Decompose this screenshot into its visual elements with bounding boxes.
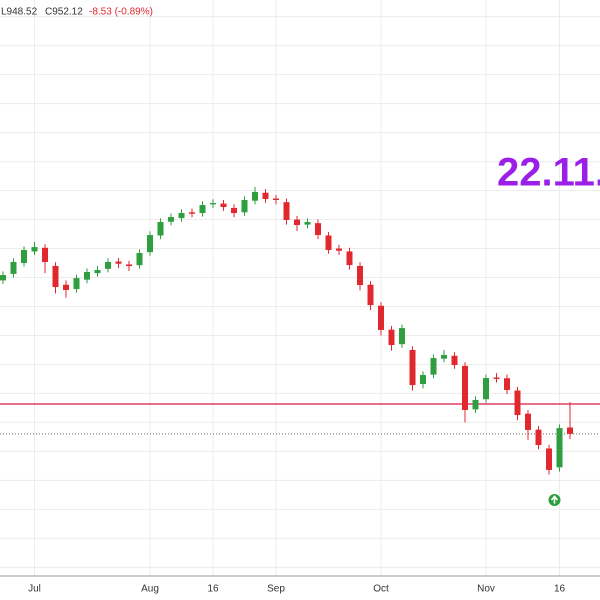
candle-body [294,219,300,226]
candle-body [199,205,206,214]
candle-body [378,305,384,330]
candle-body [535,429,542,446]
candle-body [115,261,122,264]
x-tick-label: Aug [141,584,159,595]
candle-body [525,413,531,430]
candle-body [189,212,195,214]
candle-body [451,355,458,366]
candle-body [126,264,132,267]
header-close: C952.12 [45,7,83,18]
x-tick-label: Jul [28,584,41,595]
candle-body [441,355,447,359]
x-tick-label: Nov [477,584,495,595]
candle-body [546,448,552,470]
candle-body [168,217,174,222]
candle-body [157,222,164,236]
signal-arrow [550,495,559,504]
x-tick-label: Oct [373,584,389,595]
candle-body [21,249,27,264]
x-tick-label: Sep [267,584,285,595]
candle-body [147,235,153,253]
candle-body [315,223,321,236]
candle-body [136,253,143,266]
candle-body [420,375,426,385]
candle-body [304,222,311,225]
candle-body [63,284,69,290]
candle-body [504,378,510,390]
candle-body [388,329,395,346]
candle-body [252,192,258,201]
candle-body [42,247,48,262]
plot [0,186,600,506]
candle-body [430,358,437,375]
candle-body [472,399,479,410]
candle-body [241,199,248,213]
candle-body [462,365,468,410]
candle-body [31,247,38,252]
candle-body [556,428,563,468]
candle-body [409,349,416,386]
candle-body [84,271,90,280]
candle-body [94,269,101,274]
candle-body [10,261,17,274]
candle-body [273,198,279,200]
annotation: 22.11. [497,151,600,195]
candle-body [514,390,521,416]
candle-body [399,328,405,345]
candle-body [231,207,237,214]
candle-body [367,284,374,306]
candle-body [336,248,342,251]
candle-body [73,278,80,290]
candle-body [210,203,216,205]
header-change: -8.53 (-0.89%) [89,7,153,18]
candle-body [325,235,332,250]
header-low: L948.52 [1,7,38,18]
candle-body [105,261,111,269]
candle-body [262,192,269,199]
x-tick-label: 16 [554,584,566,595]
candle-body [346,251,353,266]
signal-marker [548,494,561,506]
candle-body [220,203,227,208]
candle-body [483,378,489,400]
candle-body [357,265,363,286]
x-tick-label: 16 [207,584,219,595]
candle-body [283,202,290,220]
candle-body [493,377,500,379]
candle-body [567,427,573,434]
candle-body [178,213,185,219]
candle-body [52,265,59,288]
candle-body [0,275,6,281]
